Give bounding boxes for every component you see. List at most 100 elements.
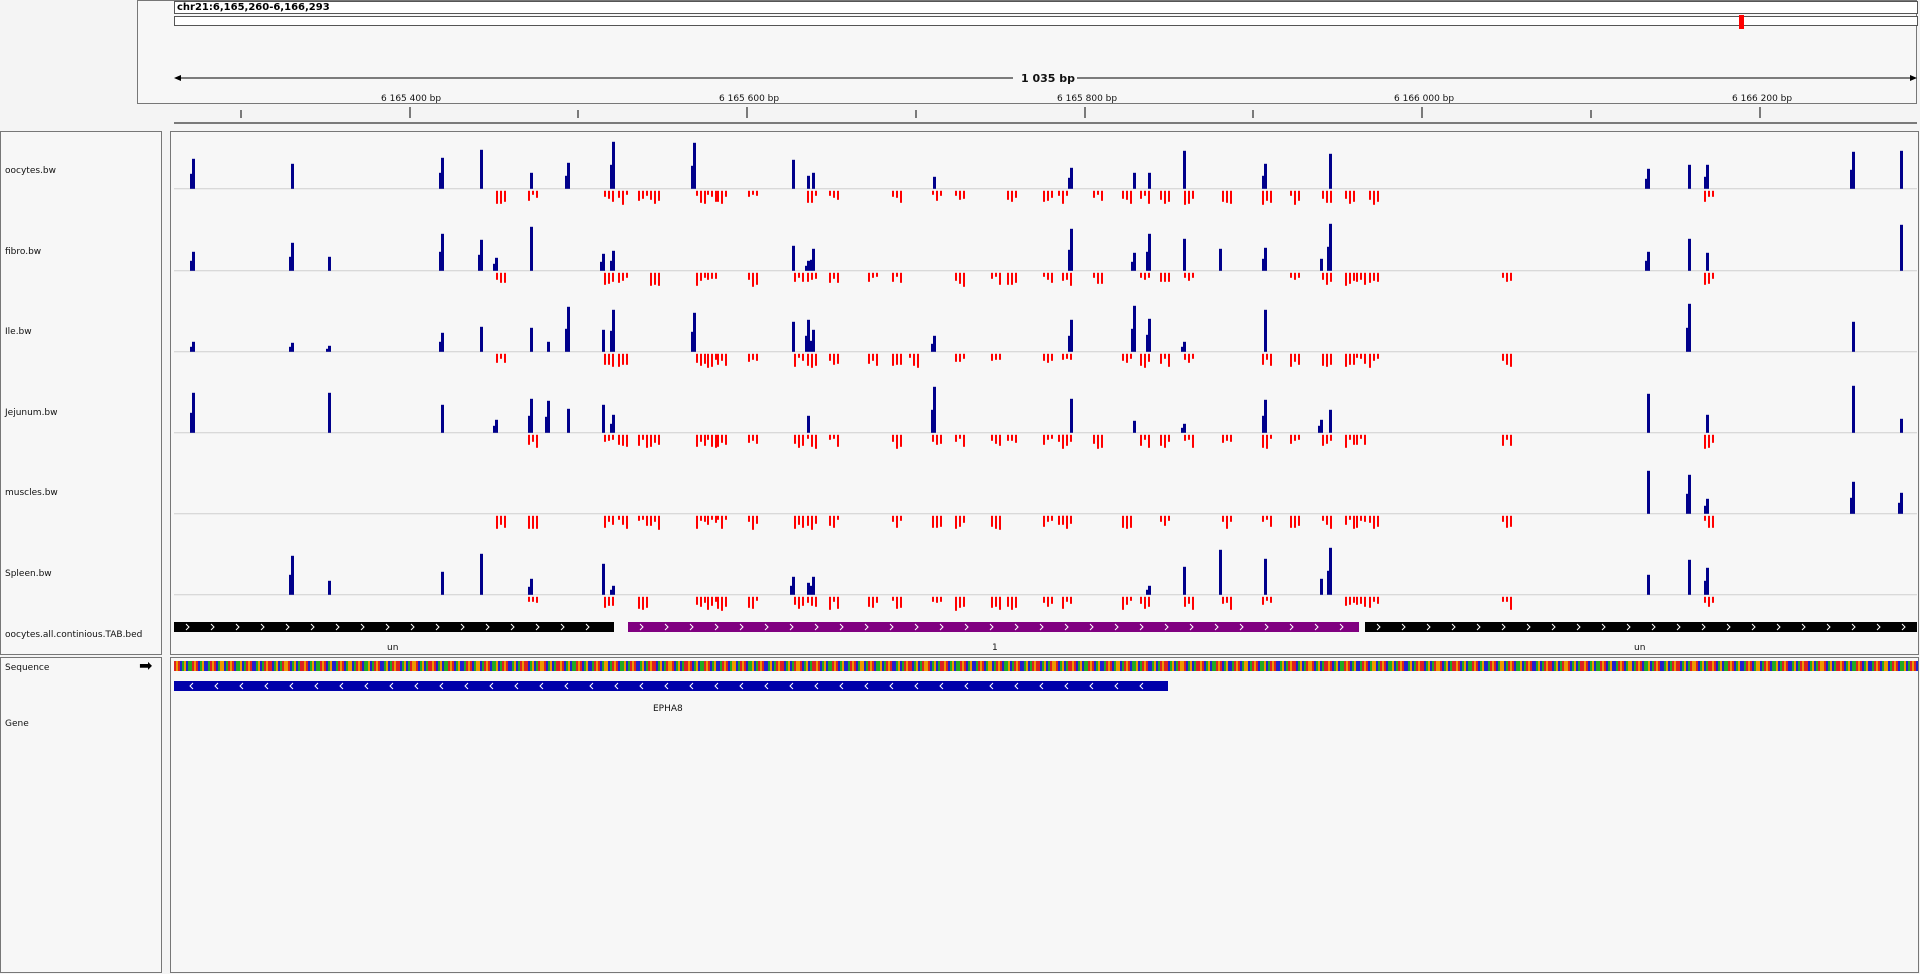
sequence-base [1266,661,1268,671]
negative-signal-bar [1510,434,1512,446]
negative-signal-bar [1011,272,1013,285]
sequence-base [570,661,572,671]
sequence-base [1188,661,1190,671]
negative-signal-bar [959,434,961,439]
sequence-base [1116,661,1118,671]
sequence-base [1212,661,1214,671]
positive-signal-bar [1070,398,1073,433]
chromosome-ideogram[interactable] [174,15,1918,29]
sequence-base [288,661,290,671]
track-name-spleen[interactable]: Spleen.bw [5,569,52,579]
positive-signal-bar [612,309,615,352]
negative-signal-bar [1345,434,1347,448]
sequence-base [1154,661,1156,671]
track-name-jejunum[interactable]: Jejunum.bw [5,408,58,418]
sequence-base [758,661,760,671]
negative-signal-bar [794,515,796,529]
positive-signal-bar [1181,346,1183,352]
sequence-base [1428,661,1430,671]
negative-signal-bar [1164,272,1166,282]
positive-signal-bar [792,576,795,595]
sequence-base [638,661,640,671]
sequence-base [508,661,510,671]
sequence-base [1686,661,1688,671]
sequence-base [1092,661,1094,671]
positive-signal-bar [1133,420,1136,433]
positive-signal-bar [602,404,605,433]
sequence-base [1460,661,1462,671]
negative-signal-bar [1043,596,1045,603]
sequence-base [1296,661,1298,671]
sequence-base [1398,661,1400,671]
negative-signal-bar [717,596,719,609]
sequence-base [178,661,180,671]
negative-signal-bar [1188,353,1190,363]
track-name-bed[interactable]: oocytes.all.continious.TAB.bed [5,630,143,640]
positive-signal-bar [1183,150,1186,189]
gene-label[interactable]: Gene [5,719,29,729]
locus-box[interactable]: chr21:6,165,260-6,166,293 [174,1,1918,14]
negative-signal-bar [626,353,628,365]
sequence-base [234,661,236,671]
sequence-base [334,661,336,671]
sequence-base [390,661,392,671]
sequence-base [1358,661,1360,671]
gene-feature [174,681,1168,691]
positive-signal-bar [1645,178,1647,189]
sequence-base [1754,661,1756,671]
sequence-base [816,661,818,671]
sequence-base [1638,661,1640,671]
gene-strand-chevron [264,682,269,690]
negative-signal-bar [1262,434,1264,448]
negative-signal-bar [1330,515,1332,529]
sequence-base [1110,661,1112,671]
sequence-base [402,661,404,671]
negative-signal-bar [707,434,709,440]
negative-signal-bar [900,515,902,521]
positive-signal-bar [493,425,495,433]
strand-arrow-icon[interactable]: ➡ [139,656,153,675]
negative-signal-bar [1502,272,1504,278]
track-name-oocytes[interactable]: oocytes.bw [5,166,56,176]
sequence-base [1256,661,1258,671]
sequence-base [628,661,630,671]
track-name-fibro[interactable]: fibro.bw [5,247,42,257]
positive-signal-bar [1320,419,1323,433]
positive-signal-bar [1068,335,1070,352]
sequence-base [1832,661,1834,671]
sequence-base [844,661,846,671]
sequence-base [1418,661,1420,671]
positive-signal-bar [1320,578,1323,595]
negative-signal-bar [1266,515,1268,520]
sequence-base [1156,661,1158,671]
sequence-base [562,661,564,671]
track-name-muscles[interactable]: muscles.bw [5,488,58,498]
bed-strand-chevron [1239,623,1244,631]
sequence-base [1370,661,1372,671]
sequence-base [1506,661,1508,671]
gene-strand-chevron [789,682,794,690]
track-name-ile[interactable]: Ile.bw [5,327,32,337]
sequence-base [1072,661,1074,671]
sequence-base [682,661,684,671]
positive-signal-bar [1329,223,1332,271]
sequence-base [1178,661,1180,671]
sequence-base [1554,661,1556,671]
sequence-base [444,661,446,671]
negative-signal-bar [496,190,498,204]
negative-signal-bar [1290,434,1292,444]
sequence-base [860,661,862,671]
negative-signal-bar [794,596,796,605]
sequence-label[interactable]: Sequence [5,663,50,673]
positive-signal-bar [478,254,480,271]
sequence-base [800,661,802,671]
negative-signal-bar [1062,434,1064,444]
negative-signal-bar [604,515,606,528]
sequence-base [1880,661,1882,671]
positive-signal-bar [439,341,441,352]
sequence-base [954,661,956,671]
sequence-base [806,661,808,671]
negative-signal-bar [1168,190,1170,202]
negative-signal-bar [1043,515,1045,527]
negative-signal-bar [1015,596,1017,608]
